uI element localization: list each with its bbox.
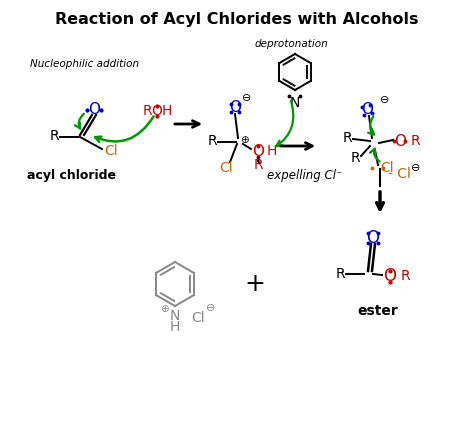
Text: Reaction of Acyl Chlorides with Alcohols: Reaction of Acyl Chlorides with Alcohols (55, 12, 419, 27)
Text: ester: ester (357, 304, 398, 318)
Text: O: O (88, 103, 100, 117)
Text: H: H (170, 320, 180, 334)
Text: R: R (335, 267, 345, 281)
Text: ⊕: ⊕ (160, 304, 168, 314)
Text: ⊖: ⊖ (411, 163, 421, 173)
Text: ⊖: ⊖ (206, 303, 216, 313)
Text: ⊕: ⊕ (240, 135, 248, 145)
Text: Cl: Cl (219, 161, 233, 175)
Text: O: O (361, 103, 373, 117)
Text: O: O (394, 134, 406, 148)
Text: R: R (350, 151, 360, 165)
Text: expelling Cl⁻: expelling Cl⁻ (267, 170, 343, 182)
Text: Cl: Cl (104, 144, 118, 158)
Text: O: O (383, 267, 396, 285)
Text: O: O (229, 100, 241, 115)
Text: Cl: Cl (191, 311, 205, 325)
Text: O: O (366, 229, 380, 247)
Text: - Cl: - Cl (388, 167, 411, 181)
Text: R: R (400, 269, 410, 283)
Text: O: O (252, 143, 264, 159)
Text: ⊖: ⊖ (380, 95, 390, 105)
Text: Cl: Cl (380, 161, 393, 175)
Text: R: R (142, 104, 152, 118)
Text: Nucleophilic addition: Nucleophilic addition (30, 59, 139, 69)
Text: O: O (152, 104, 163, 118)
Text: N: N (290, 96, 300, 110)
Text: R: R (49, 129, 59, 143)
Text: N: N (170, 309, 180, 323)
Text: H: H (267, 144, 277, 158)
Text: +: + (245, 272, 265, 296)
Text: H: H (162, 104, 172, 118)
Text: R: R (410, 134, 420, 148)
Text: ⊖: ⊖ (242, 93, 252, 103)
Text: R: R (342, 131, 352, 145)
Text: acyl chloride: acyl chloride (27, 169, 117, 182)
Text: deprotonation: deprotonation (255, 39, 329, 49)
Text: R: R (253, 158, 263, 172)
Text: R: R (207, 134, 217, 148)
